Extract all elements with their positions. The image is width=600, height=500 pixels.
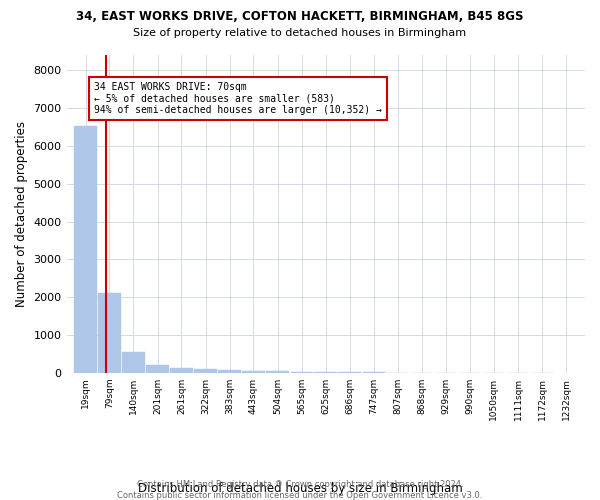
Bar [122, 352, 145, 373]
Bar [314, 372, 337, 373]
Text: Distribution of detached houses by size in Birmingham: Distribution of detached houses by size … [137, 482, 463, 495]
Bar [290, 372, 313, 373]
Bar [74, 126, 97, 373]
Text: Contains HM Land Registry data © Crown copyright and database right 2024.
Contai: Contains HM Land Registry data © Crown c… [118, 480, 482, 500]
Bar [362, 372, 385, 373]
Bar [242, 371, 265, 373]
Text: 34 EAST WORKS DRIVE: 70sqm
← 5% of detached houses are smaller (583)
94% of semi: 34 EAST WORKS DRIVE: 70sqm ← 5% of detac… [94, 82, 382, 114]
Y-axis label: Number of detached properties: Number of detached properties [15, 121, 28, 307]
Bar [98, 293, 121, 373]
Text: 34, EAST WORKS DRIVE, COFTON HACKETT, BIRMINGHAM, B45 8GS: 34, EAST WORKS DRIVE, COFTON HACKETT, BI… [76, 10, 524, 23]
Bar [218, 370, 241, 373]
Bar [146, 365, 169, 373]
Bar [338, 372, 361, 373]
Bar [170, 368, 193, 373]
Bar [266, 372, 289, 373]
Text: Size of property relative to detached houses in Birmingham: Size of property relative to detached ho… [133, 28, 467, 38]
Bar [194, 369, 217, 373]
